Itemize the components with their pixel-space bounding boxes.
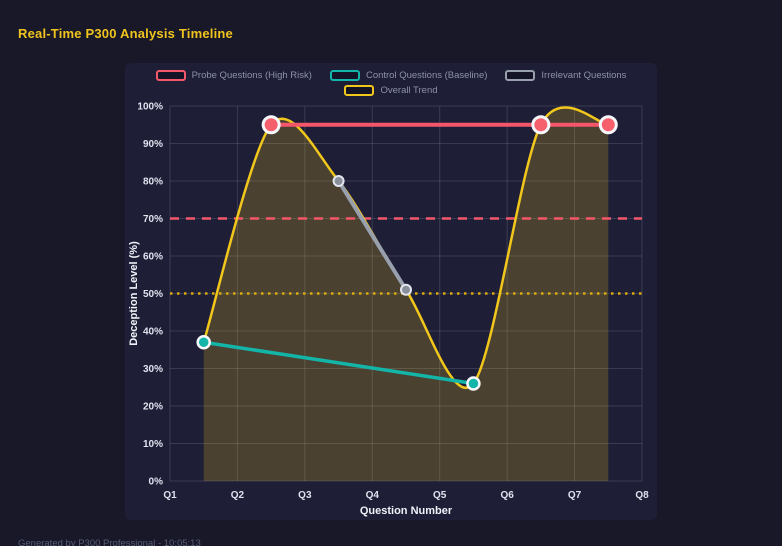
y-tick-label: 0% (149, 477, 164, 488)
probe-questions-point[interactable] (598, 115, 618, 135)
legend-item-control-questions[interactable]: Control Questions (Baseline) (329, 70, 488, 81)
legend-row: Overall Trend (344, 85, 438, 96)
probe-questions-point[interactable] (261, 115, 281, 135)
x-tick-label: Q8 (635, 490, 649, 501)
legend-swatch-irrelevant-questions (505, 70, 536, 81)
x-tick-label: Q4 (366, 490, 380, 501)
x-tick-label: Q7 (568, 490, 582, 501)
y-tick-label: 40% (143, 327, 163, 338)
x-tick-label: Q1 (163, 490, 177, 501)
irrelevant-questions-point[interactable] (332, 175, 345, 187)
x-tick-label: Q3 (298, 490, 312, 501)
irrelevant-questions-point[interactable] (400, 283, 412, 296)
footer-note: Generated by P300 Professional - 10:05:1… (18, 538, 201, 546)
legend-swatch-control-questions (329, 70, 360, 81)
legend-label: Overall Trend (380, 85, 438, 96)
x-tick-label: Q6 (500, 490, 514, 501)
control-questions-point[interactable] (466, 376, 481, 391)
chart-legend: Probe Questions (High Risk) Control Quest… (125, 70, 657, 96)
y-axis-title: Deception Level (%) (128, 241, 140, 346)
y-tick-label: 80% (143, 177, 163, 188)
y-tick-label: 70% (143, 214, 163, 225)
y-tick-label: 30% (143, 364, 163, 375)
legend-label: Irrelevant Questions (541, 70, 627, 81)
legend-item-probe-questions[interactable]: Probe Questions (High Risk) (155, 70, 312, 81)
x-axis-title: Question Number (360, 505, 453, 517)
y-tick-label: 50% (143, 289, 163, 300)
y-tick-label: 90% (143, 139, 163, 150)
legend-item-overall-trend[interactable]: Overall Trend (344, 85, 438, 96)
legend-label: Probe Questions (High Risk) (191, 70, 312, 81)
x-tick-label: Q5 (433, 490, 447, 501)
y-tick-label: 20% (143, 402, 163, 413)
timeline-chart-svg: 0% 10% 20% 30% 40% 50% 60% 70% 80% 90% 100% Q1 Q2 Q3 Q… (128, 102, 649, 518)
page-title: Real-Time P300 Analysis Timeline (18, 26, 233, 41)
y-tick-label: 60% (143, 252, 163, 263)
legend-item-irrelevant-questions[interactable]: Irrelevant Questions (505, 70, 626, 81)
control-questions-line[interactable] (201, 340, 476, 386)
legend-label: Control Questions (Baseline) (365, 70, 488, 81)
y-tick-label: 10% (143, 439, 163, 450)
chart-panel: Probe Questions (High Risk) Control Quest… (125, 63, 657, 520)
control-questions-point[interactable] (196, 335, 211, 350)
x-tick-label: Q2 (231, 490, 245, 501)
legend-swatch-overall-trend (344, 85, 375, 96)
y-tick-label: 100% (137, 102, 163, 113)
irrelevant-questions-line[interactable] (336, 179, 408, 292)
legend-row: Probe Questions (High Risk) Control Quest… (155, 70, 626, 81)
probe-questions-point[interactable] (531, 115, 551, 135)
legend-swatch-probe-questions (155, 70, 186, 81)
